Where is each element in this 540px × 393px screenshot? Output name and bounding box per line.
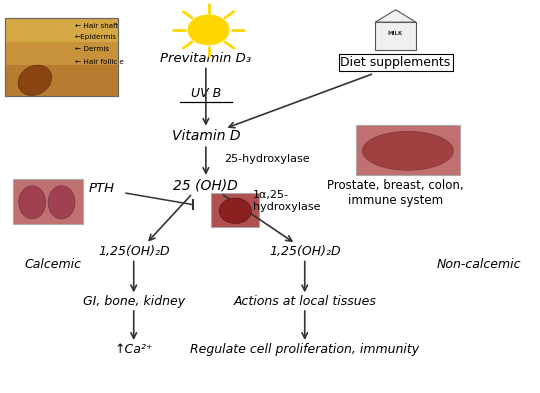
Text: ← Dermis: ← Dermis xyxy=(75,46,109,52)
Text: PTH: PTH xyxy=(89,182,114,195)
Text: ← Hair shaft: ← Hair shaft xyxy=(75,23,118,29)
FancyBboxPatch shape xyxy=(5,42,118,65)
FancyBboxPatch shape xyxy=(5,18,118,42)
Text: ← Hair follicle: ← Hair follicle xyxy=(75,59,124,65)
FancyBboxPatch shape xyxy=(211,193,259,228)
Text: 25-hydroxylase: 25-hydroxylase xyxy=(225,154,310,163)
Text: Calcemic: Calcemic xyxy=(24,258,81,271)
FancyBboxPatch shape xyxy=(5,65,118,96)
Text: GI, bone, kidney: GI, bone, kidney xyxy=(83,296,185,309)
FancyBboxPatch shape xyxy=(355,125,460,175)
FancyBboxPatch shape xyxy=(375,22,416,50)
Ellipse shape xyxy=(48,186,75,219)
Polygon shape xyxy=(375,10,416,22)
Text: Diet supplements: Diet supplements xyxy=(340,56,451,69)
Text: 1α,25-
hydroxylase: 1α,25- hydroxylase xyxy=(253,190,320,212)
Text: MILK: MILK xyxy=(388,31,403,36)
Ellipse shape xyxy=(219,198,251,224)
Text: Non-calcemic: Non-calcemic xyxy=(437,258,521,271)
Text: 1,25(OH)₂D: 1,25(OH)₂D xyxy=(98,245,170,258)
Ellipse shape xyxy=(362,131,453,170)
Text: UV B: UV B xyxy=(191,87,221,100)
Ellipse shape xyxy=(18,65,52,95)
Text: Actions at local tissues: Actions at local tissues xyxy=(233,296,376,309)
Text: Regulate cell proliferation, immunity: Regulate cell proliferation, immunity xyxy=(190,343,419,356)
Text: ↑Ca²⁺: ↑Ca²⁺ xyxy=(114,343,153,356)
FancyBboxPatch shape xyxy=(5,18,118,96)
FancyBboxPatch shape xyxy=(14,179,83,224)
Text: Prostate, breast, colon,
immune system: Prostate, breast, colon, immune system xyxy=(327,179,464,208)
Ellipse shape xyxy=(19,186,45,219)
Text: 25 (OH)D: 25 (OH)D xyxy=(173,179,238,193)
Circle shape xyxy=(188,15,229,45)
Text: Previtamin D₃: Previtamin D₃ xyxy=(160,52,252,66)
Text: Vitamin D: Vitamin D xyxy=(172,129,240,143)
Text: 1,25(OH)₂D: 1,25(OH)₂D xyxy=(269,245,341,258)
Text: ←Epidermis: ←Epidermis xyxy=(75,34,117,40)
